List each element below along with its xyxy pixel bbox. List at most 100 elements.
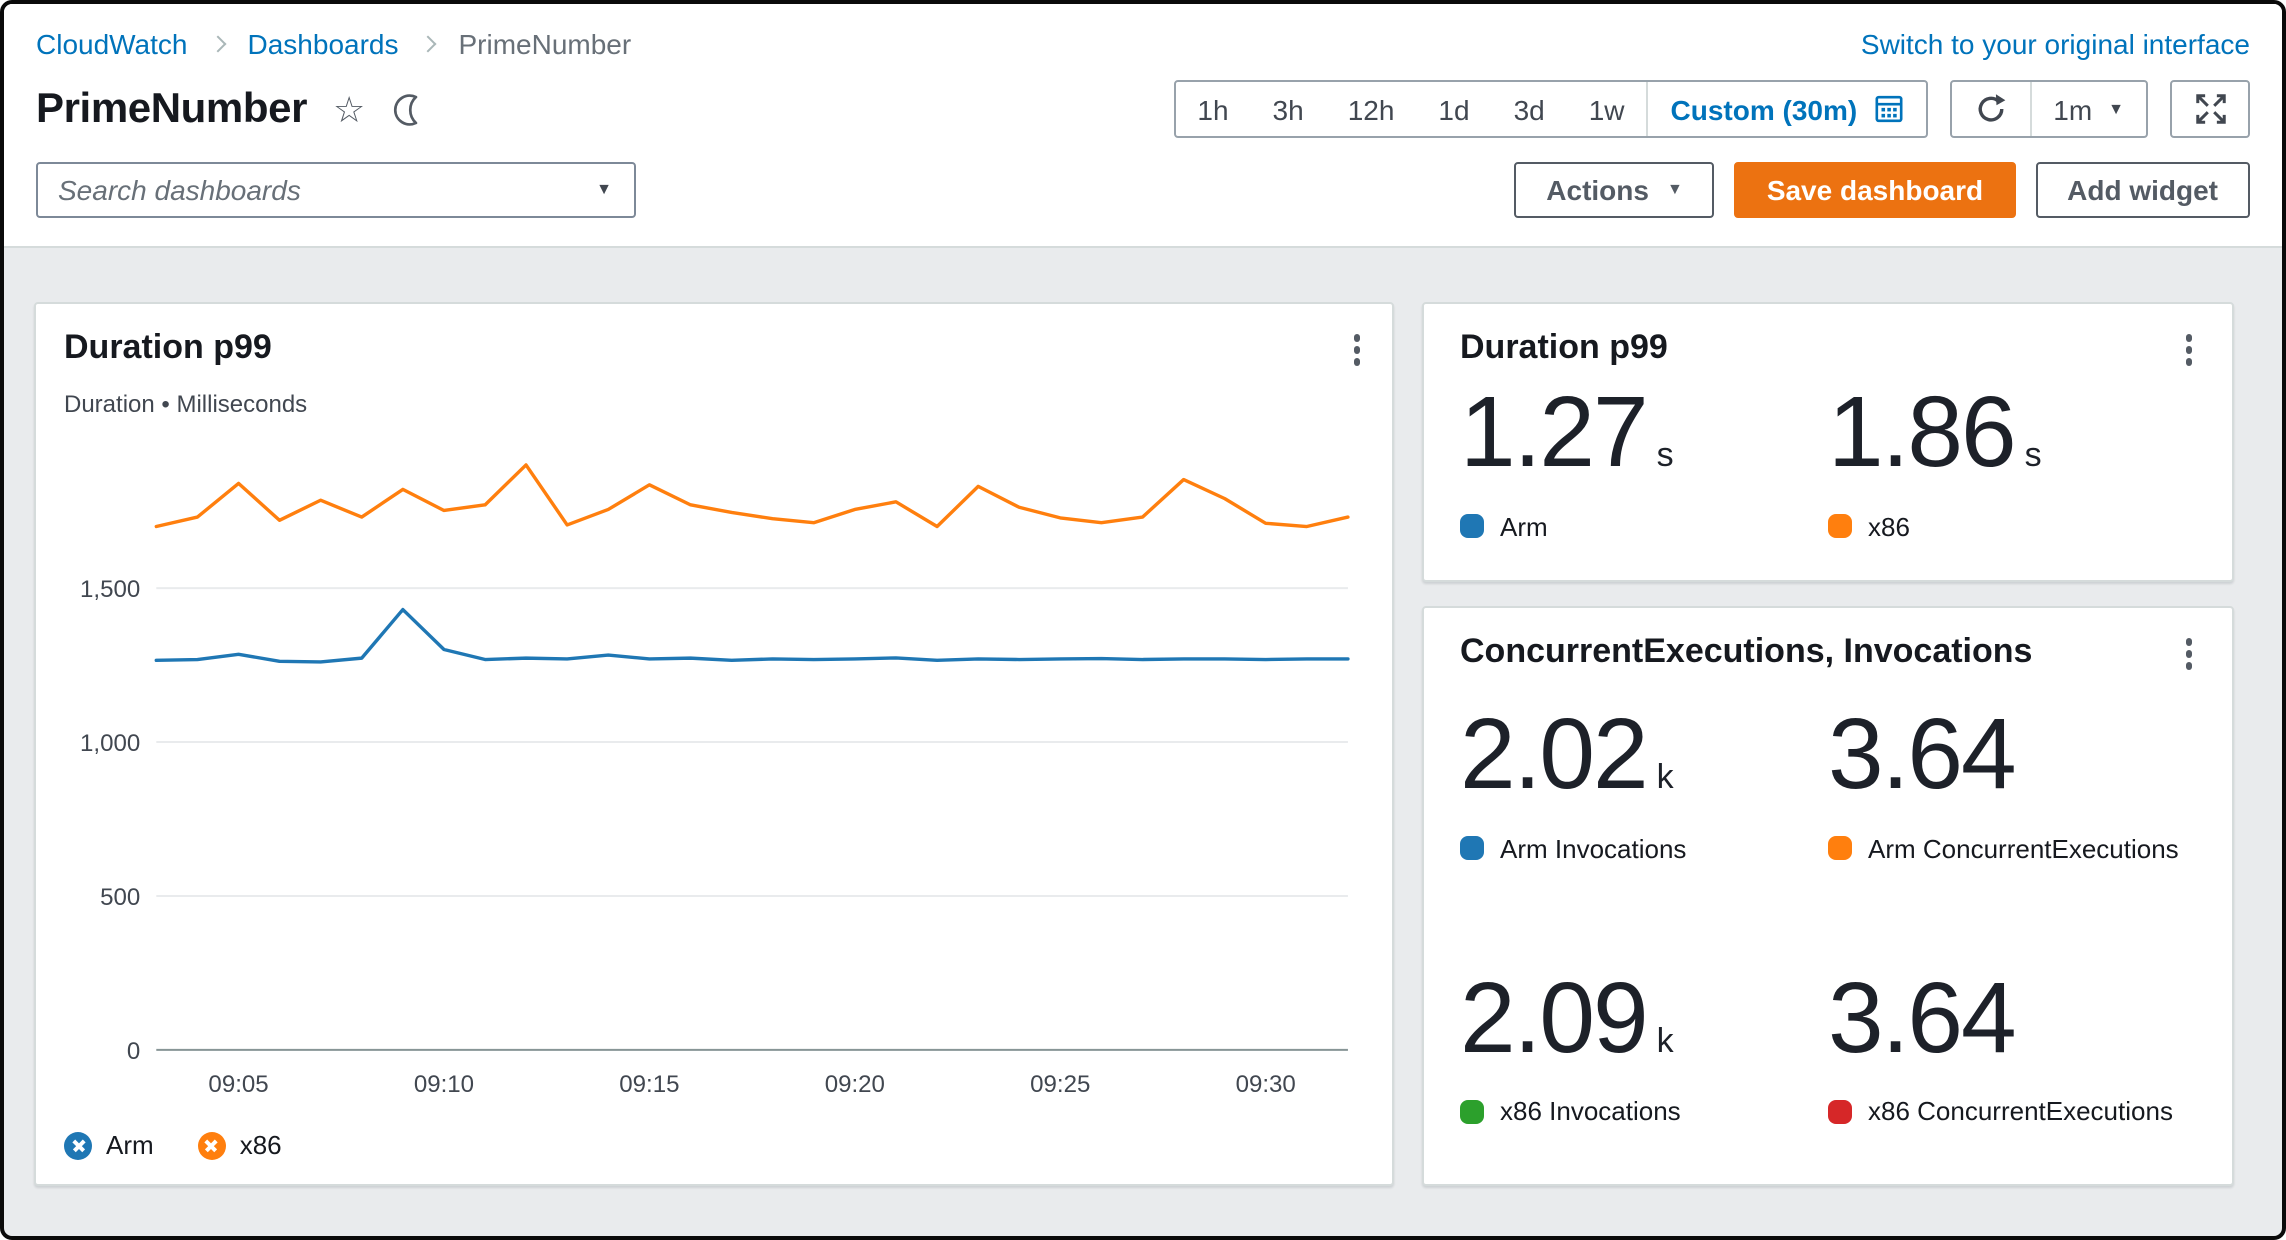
add-widget-button[interactable]: Add widget (2035, 162, 2250, 218)
actions-label: Actions (1546, 174, 1649, 206)
metric-unit: s (1656, 436, 1674, 474)
svg-text:09:30: 09:30 (1236, 1070, 1296, 1097)
metric-value: 1.86 (1828, 376, 2017, 488)
svg-text:09:10: 09:10 (414, 1070, 474, 1097)
metric-arm-concurrent: 3.64 Arm ConcurrentExecutions (1828, 698, 2196, 864)
metric-x86-invocations: 2.09 k x86 Invocations (1460, 961, 1828, 1127)
metric-x86-duration: 1.86 s x86 (1828, 376, 2196, 541)
chevron-right-icon (209, 35, 226, 53)
switch-interface-link[interactable]: Switch to your original interface (1860, 28, 2250, 60)
y-axis-label: Duration • Milliseconds (64, 389, 308, 417)
breadcrumb-dashboards-link[interactable]: Dashboards (247, 28, 399, 60)
time-range-1w[interactable]: 1w (1567, 82, 1647, 136)
divider (2029, 82, 2032, 136)
kebab-icon (2185, 638, 2192, 669)
time-range-3d[interactable]: 3d (1492, 82, 1567, 136)
svg-text:1,500: 1,500 (80, 575, 140, 602)
theme-moon-icon[interactable] (391, 91, 427, 127)
actions-button[interactable]: Actions ▼ (1514, 162, 1715, 218)
time-range-1d[interactable]: 1d (1416, 82, 1491, 136)
refresh-button[interactable] (1951, 82, 2029, 136)
series-color-dot (1828, 836, 1852, 861)
breadcrumb-row: CloudWatch Dashboards PrimeNumber Switch… (36, 28, 2250, 60)
save-dashboard-button[interactable]: Save dashboard (1734, 162, 2016, 218)
title-row: PrimeNumber ☆ 1h 3h 12h 1d 3d 1w (36, 80, 2250, 138)
caret-down-icon: ▼ (2108, 99, 2124, 117)
svg-text:09:05: 09:05 (208, 1070, 268, 1097)
metric-unit: k (1656, 1021, 1674, 1060)
custom-range-label: Custom (30m) (1670, 93, 1858, 125)
widget-duration-chart: Duration p99 Duration • Milliseconds 0 50… (34, 302, 1394, 1186)
page-title: PrimeNumber (36, 85, 308, 131)
metric-unit: s (2024, 436, 2042, 474)
time-range-3h[interactable]: 3h (1251, 82, 1326, 136)
widget-menu-button[interactable] (2181, 328, 2196, 371)
breadcrumb: CloudWatch Dashboards PrimeNumber (36, 28, 631, 60)
metric-label: x86 ConcurrentExecutions (1868, 1096, 2173, 1127)
fullscreen-button[interactable] (2170, 80, 2250, 138)
metric-value: 2.02 (1460, 698, 1649, 811)
legend-item-arm[interactable]: Arm (64, 1130, 154, 1160)
time-range-1h[interactable]: 1h (1175, 82, 1250, 136)
search-input[interactable] (38, 174, 597, 206)
toolbar-row: ▼ Actions ▼ Save dashboard Add widget (36, 162, 2250, 218)
calendar-icon (1874, 95, 1902, 123)
refresh-controls: 1m ▼ (1949, 80, 2148, 138)
refresh-interval-dropdown[interactable]: 1m ▼ (2031, 82, 2146, 136)
metric-value: 1.27 (1460, 376, 1649, 488)
metric-arm-duration: 1.27 s Arm (1460, 376, 1828, 541)
metric-label: Arm (1500, 511, 1548, 541)
caret-down-icon: ▼ (1666, 180, 1683, 198)
metric-unit: k (1656, 758, 1674, 797)
svg-text:0: 0 (127, 1037, 140, 1064)
legend-x-icon (64, 1131, 92, 1159)
widget-menu-button[interactable] (2181, 632, 2196, 675)
dashboard-grid: Duration p99 Duration • Milliseconds 0 50… (4, 248, 2282, 1236)
widget-title: Duration p99 (1460, 328, 1668, 366)
favorite-star-icon[interactable]: ☆ (333, 89, 366, 129)
breadcrumb-cloudwatch-link[interactable]: CloudWatch (36, 28, 188, 60)
moon-icon (393, 93, 417, 125)
duration-line-chart[interactable]: 0 500 1,000 1,500 09:05 09:10 09:15 09:20 09:25 0… (64, 423, 1364, 1117)
metric-value: 3.64 (1828, 698, 2017, 811)
widget-title: ConcurrentExecutions, Invocations (1460, 632, 2033, 670)
svg-text:500: 500 (100, 883, 140, 910)
metric-arm-invocations: 2.02 k Arm Invocations (1460, 698, 1828, 864)
time-range-custom[interactable]: Custom (30m) (1649, 82, 1926, 136)
fullscreen-icon (2195, 94, 2225, 124)
svg-text:1,000: 1,000 (80, 729, 140, 756)
legend-x-icon (197, 1131, 226, 1159)
metric-label: Arm ConcurrentExecutions (1868, 833, 2179, 864)
search-dashboards-combobox[interactable]: ▼ (36, 162, 636, 218)
refresh-interval-value: 1m (2053, 93, 2093, 125)
metric-label: Arm Invocations (1500, 833, 1687, 864)
divider (1646, 82, 1649, 136)
kebab-icon (1353, 334, 1360, 365)
metric-value: 2.09 (1460, 961, 1649, 1074)
caret-down-icon[interactable]: ▼ (596, 180, 612, 198)
metric-label: x86 Invocations (1500, 1096, 1681, 1127)
metric-label: x86 (1868, 511, 1910, 541)
time-range-12h[interactable]: 12h (1326, 82, 1417, 136)
widget-title: Duration p99 (64, 328, 272, 366)
chart-legend: Arm x86 (64, 1130, 1364, 1160)
series-color-dot (1460, 836, 1484, 861)
series-color-dot (1460, 514, 1484, 538)
svg-text:09:15: 09:15 (619, 1070, 679, 1097)
widget-duration-values: Duration p99 1.27 s Arm 1.86 s x86 (1422, 302, 2234, 582)
metric-value: 3.64 (1828, 961, 2017, 1074)
svg-text:09:20: 09:20 (825, 1070, 885, 1097)
legend-label: x86 (239, 1130, 282, 1160)
kebab-icon (2185, 334, 2192, 365)
series-color-dot (1828, 514, 1852, 538)
svg-text:09:25: 09:25 (1030, 1070, 1090, 1097)
series-color-dot (1828, 1099, 1852, 1124)
series-color-dot (1460, 1099, 1484, 1124)
header: CloudWatch Dashboards PrimeNumber Switch… (4, 4, 2282, 248)
widget-concurrent-invocations: ConcurrentExecutions, Invocations 2.02 k … (1422, 606, 2234, 1186)
legend-item-x86[interactable]: x86 (197, 1130, 282, 1160)
chevron-right-icon (420, 35, 437, 53)
breadcrumb-current-page: PrimeNumber (458, 28, 632, 60)
widget-menu-button[interactable] (1349, 328, 1364, 371)
